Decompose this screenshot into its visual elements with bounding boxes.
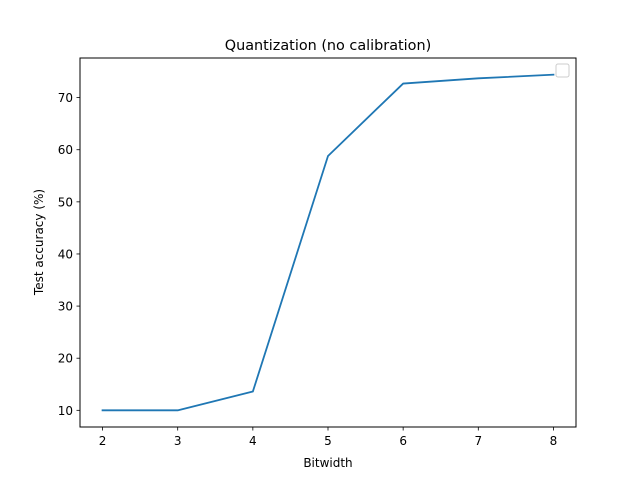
legend-box bbox=[555, 63, 570, 78]
y-tick-label: 60 bbox=[58, 143, 73, 157]
x-tick-label: 2 bbox=[99, 434, 107, 448]
axes-background bbox=[80, 58, 576, 427]
y-tick-label: 70 bbox=[58, 91, 73, 105]
x-tick-label: 5 bbox=[324, 434, 332, 448]
plot-area bbox=[80, 58, 576, 427]
y-tick-label: 20 bbox=[58, 352, 73, 366]
x-tick-label: 4 bbox=[249, 434, 257, 448]
x-axis-ticks: 2 3 4 5 6 7 8 bbox=[99, 427, 558, 448]
y-tick-label: 10 bbox=[58, 404, 73, 418]
x-tick-label: 3 bbox=[174, 434, 182, 448]
y-tick-label: 40 bbox=[58, 247, 73, 261]
y-axis-ticks: 10 20 30 40 50 60 70 bbox=[58, 91, 80, 418]
y-axis-label: Test accuracy (%) bbox=[32, 189, 46, 296]
x-tick-label: 8 bbox=[550, 434, 558, 448]
x-tick-label: 6 bbox=[399, 434, 407, 448]
y-tick-label: 50 bbox=[58, 195, 73, 209]
series-layer bbox=[101, 73, 555, 412]
x-axis-label: Bitwidth bbox=[303, 456, 352, 470]
axes-frame bbox=[79, 57, 577, 428]
x-tick-label: 7 bbox=[474, 434, 482, 448]
y-tick-label: 30 bbox=[58, 300, 73, 314]
chart-title: Quantization (no calibration) bbox=[225, 38, 431, 54]
